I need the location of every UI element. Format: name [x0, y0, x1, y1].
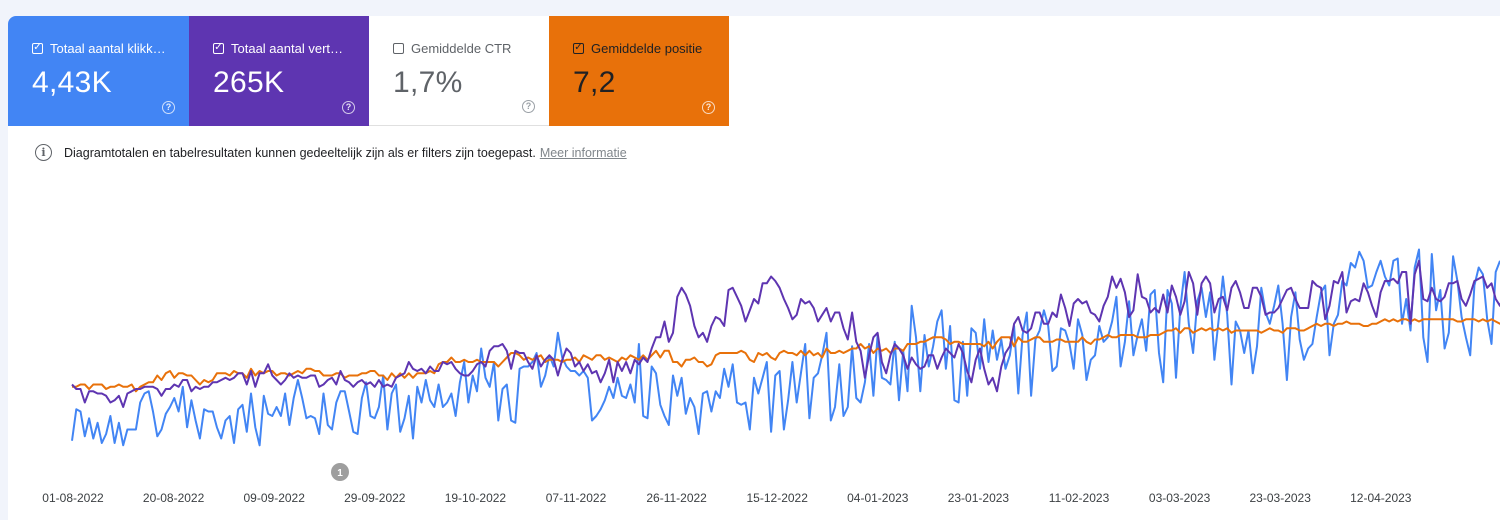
metric-card-position[interactable]: ✓ Gemiddelde positie 7,2 ? [549, 16, 729, 126]
learn-more-link[interactable]: Meer informatie [539, 145, 627, 160]
help-icon[interactable]: ? [702, 101, 715, 114]
metric-card-impressions[interactable]: ✓ Totaal aantal vert… 265K ? [189, 16, 369, 126]
notice-text: Diagramtotalen en tabelresultaten kunnen… [64, 145, 536, 160]
x-tick-label: 12-04-2023 [1350, 491, 1412, 505]
x-tick-label: 09-09-2022 [244, 491, 306, 505]
x-tick-label: 11-02-2023 [1049, 491, 1110, 505]
x-tick-label: 01-08-2022 [42, 491, 104, 505]
x-tick-label: 20-08-2022 [143, 491, 205, 505]
series-line-impressions-line [71, 259, 1500, 408]
x-tick-label: 04-01-2023 [847, 491, 909, 505]
checkbox-icon[interactable]: ✓ [32, 42, 43, 54]
metric-card-clicks[interactable]: ✓ Totaal aantal klikk… 4,43K ? [8, 16, 189, 126]
performance-chart: 01-08-2022 20-08-2022 09-09-2022 29-09-2022… [42, 248, 1500, 505]
x-tick-label: 15-12-2022 [747, 491, 809, 505]
help-icon[interactable]: ? [342, 101, 355, 114]
metric-value: 4,43K [32, 66, 112, 99]
x-tick-label: 19-10-2022 [445, 491, 507, 505]
checkbox-icon[interactable] [393, 42, 404, 54]
x-tick-label: 07-11-2022 [546, 491, 607, 505]
help-icon[interactable]: ? [522, 100, 535, 113]
x-tick-label: 23-01-2023 [948, 491, 1010, 505]
metric-card-ctr[interactable]: Gemiddelde CTR 1,7% ? [369, 16, 549, 126]
x-tick-label: 26-11-2022 [646, 491, 707, 505]
metric-value: 265K [213, 66, 285, 99]
filter-notice: i Diagramtotalen en tabelresultaten kunn… [35, 144, 627, 161]
series-line-position-line [72, 318, 1500, 393]
metric-value: 1,7% [393, 66, 463, 99]
series-line-clicks-line [71, 248, 1500, 447]
checkbox-icon[interactable]: ✓ [213, 42, 224, 54]
help-icon[interactable]: ? [162, 101, 175, 114]
x-tick-label: 23-03-2023 [1250, 491, 1312, 505]
info-icon: i [35, 144, 52, 161]
x-tick-label: 03-03-2023 [1149, 491, 1211, 505]
annotation-label: 1 [337, 468, 343, 479]
performance-panel: ✓ Totaal aantal klikk… 4,43K ? ✓ Totaal … [8, 16, 1500, 520]
annotation-marker[interactable]: 1 [331, 463, 349, 481]
metric-value: 7,2 [573, 66, 616, 99]
metric-cards: ✓ Totaal aantal klikk… 4,43K ? ✓ Totaal … [8, 16, 729, 126]
checkbox-icon[interactable]: ✓ [573, 42, 584, 54]
x-tick-label: 29-09-2022 [344, 491, 406, 505]
